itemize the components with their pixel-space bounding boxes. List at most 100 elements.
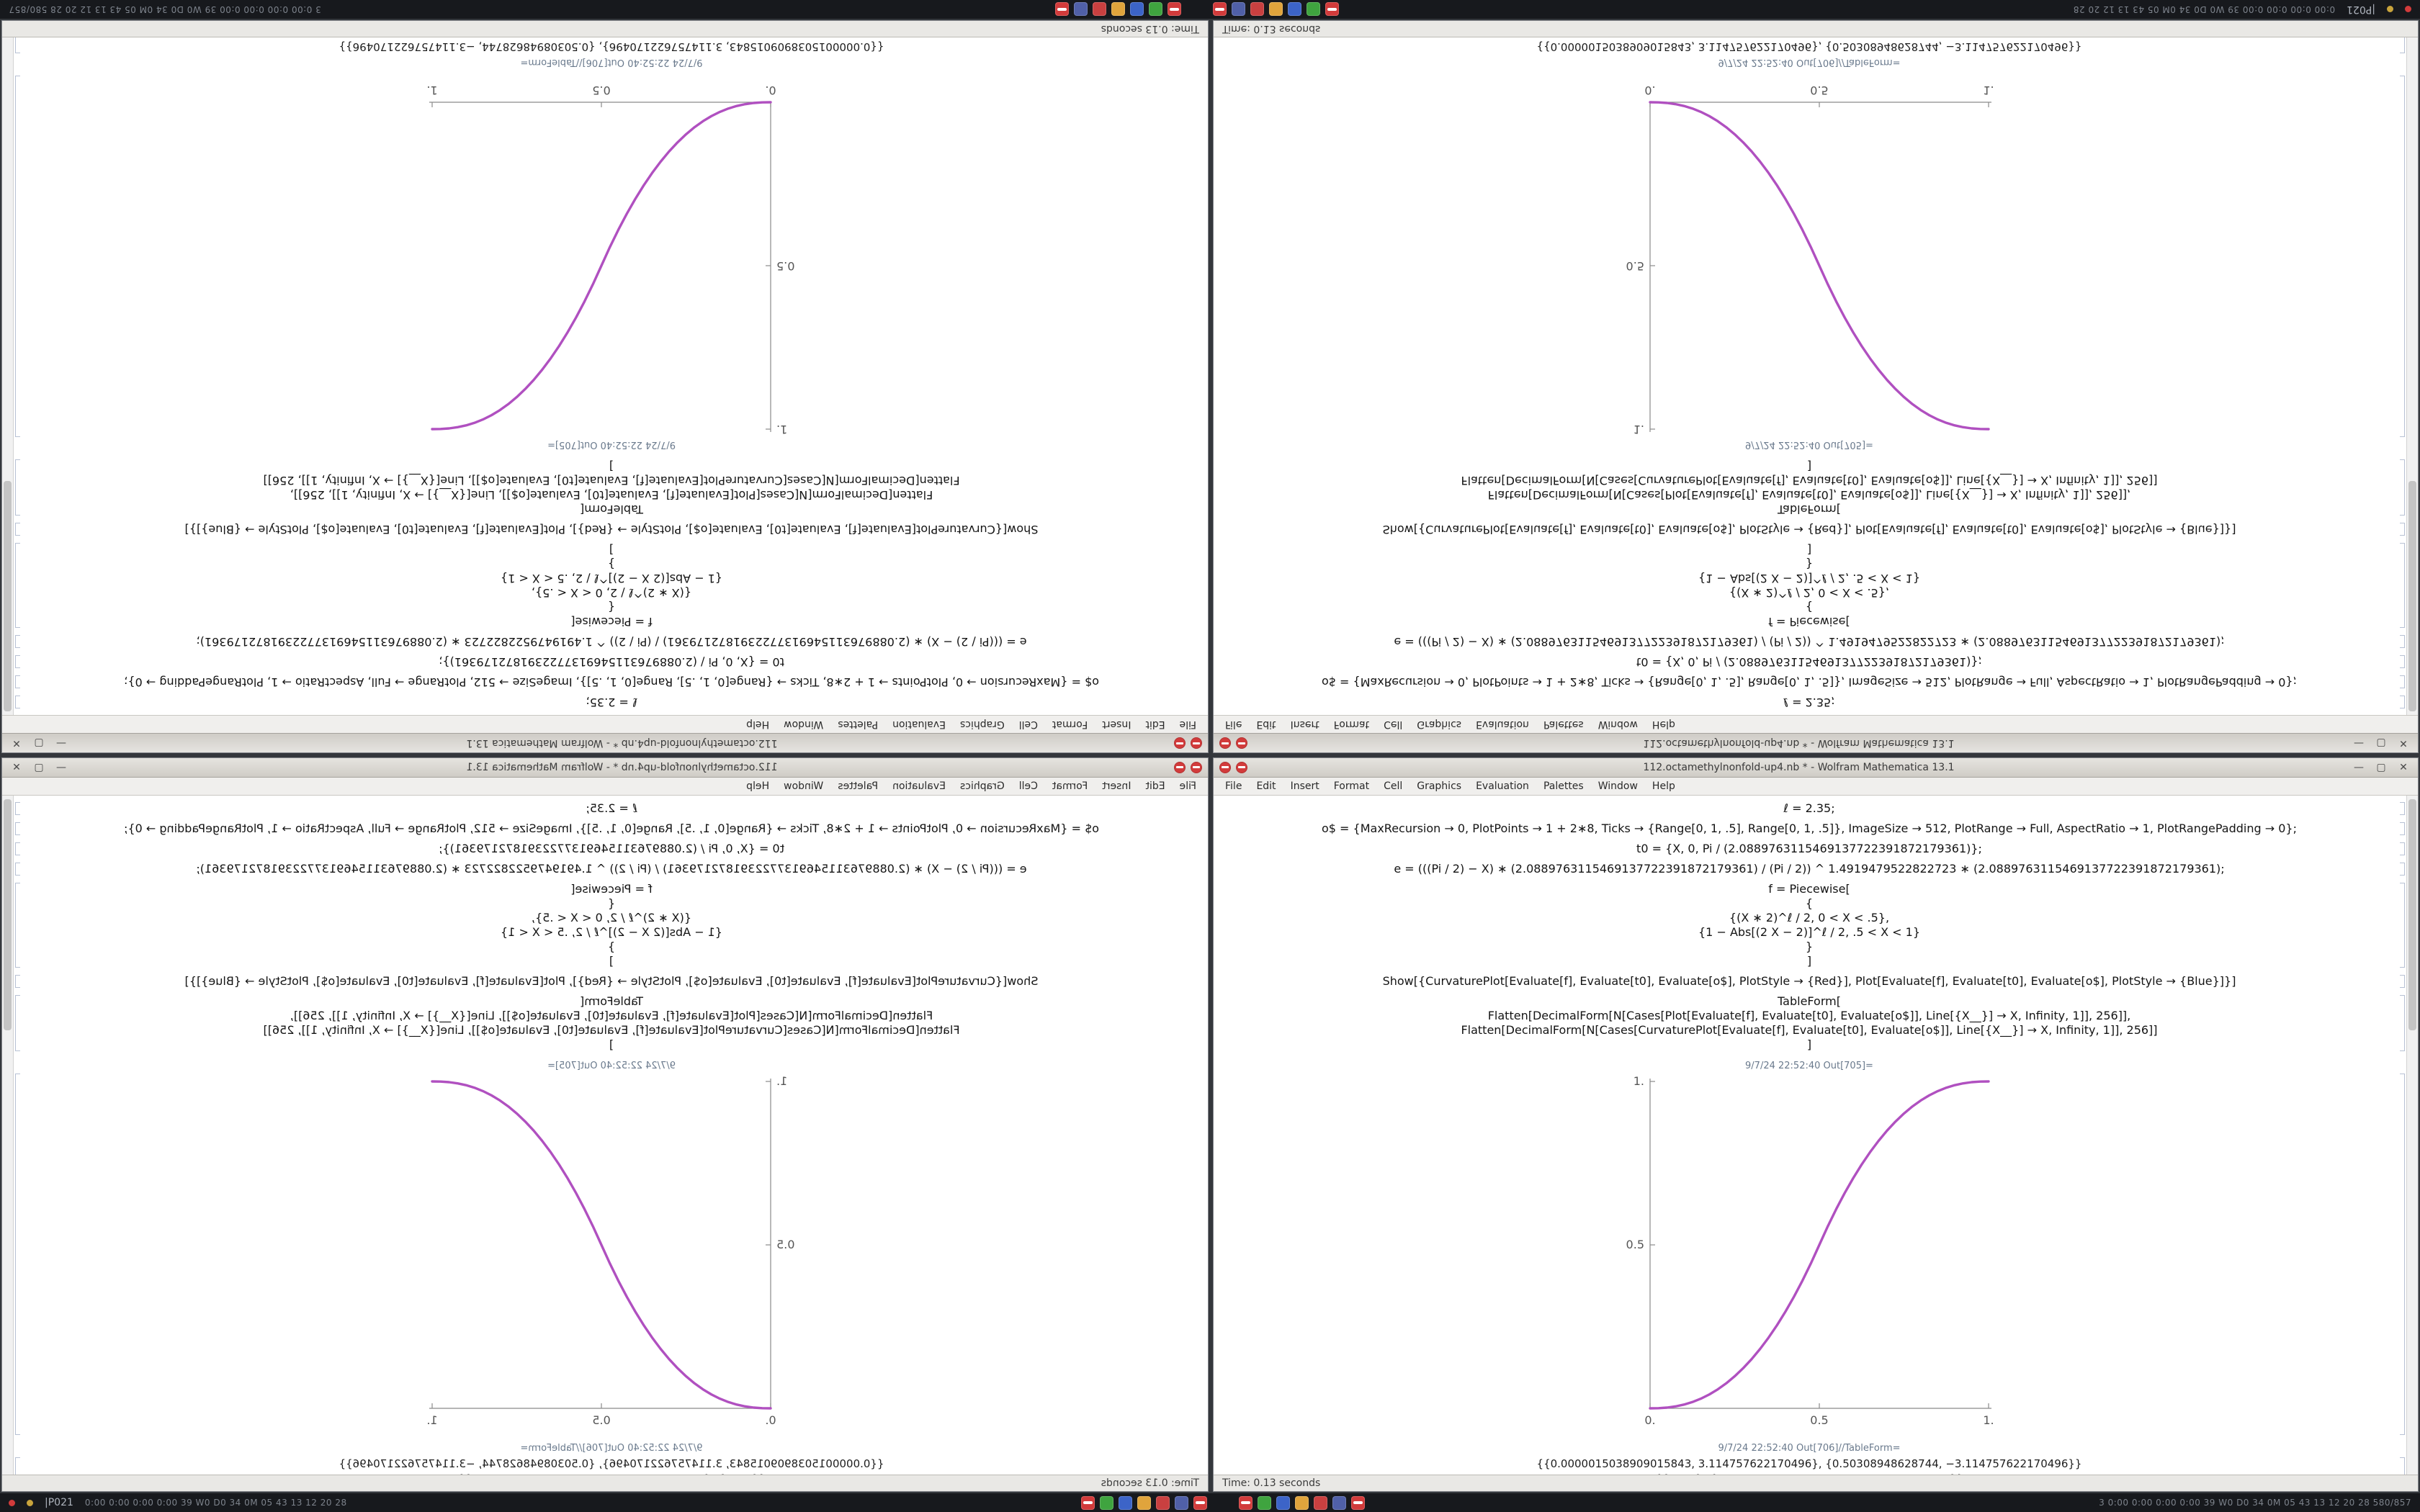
crimson-no-entry-icon[interactable] [1055, 2, 1070, 17]
close-button[interactable]: ✕ [12, 737, 21, 749]
orange-app-icon[interactable] [1111, 2, 1126, 17]
mathematica-window-top-right[interactable]: 112.octamethylnonfold-up4.nb * - Wolfram… [1213, 20, 2419, 753]
notebook-area[interactable]: ℓ = 2.35; o$ = {MaxRecursion → 0, PlotPoi… [2, 37, 1208, 715]
minimize-button[interactable]: — [2354, 737, 2364, 749]
input-cell[interactable]: ℓ = 2.35; [1234, 695, 2385, 709]
blue-app-icon[interactable] [1276, 1495, 1290, 1510]
input-cell[interactable]: ℓ = 2.35; [35, 695, 1188, 709]
no-entry-icon[interactable] [1238, 1495, 1252, 1510]
scrollbar-thumb[interactable] [4, 799, 12, 1030]
menu-window[interactable]: Window [1597, 719, 1638, 730]
input-cell[interactable]: t0 = {X, 0, Pi / (2.08897631154691377223… [35, 654, 1188, 669]
menu-edit[interactable]: Edit [1145, 719, 1165, 730]
menu-palettes[interactable]: Palettes [838, 780, 879, 792]
menu-file[interactable]: File [1179, 780, 1196, 792]
input-cell[interactable]: o$ = {MaxRecursion → 0, PlotPoints → 1 +… [35, 822, 1188, 836]
input-cell[interactable]: ℓ = 2.35; [35, 801, 1188, 816]
menu-edit[interactable]: Edit [1256, 719, 1276, 730]
minimize-button[interactable]: — [56, 737, 66, 749]
close-button[interactable]: ✕ [2399, 762, 2408, 773]
input-cell[interactable]: e = (((Pi / 2) − X) ∗ (2.088976311546913… [1234, 862, 2405, 876]
red-app-icon[interactable] [1313, 1495, 1327, 1510]
slate-app-icon[interactable] [1232, 2, 1246, 17]
input-cell[interactable]: o$ = {MaxRecursion → 0, PlotPoints → 1 +… [35, 675, 1188, 689]
green-app-icon[interactable] [1099, 1495, 1113, 1510]
input-cell[interactable]: t0 = {X, 0, Pi / (2.08897631154691377223… [35, 842, 1188, 856]
green-app-icon[interactable] [1257, 1495, 1271, 1510]
menu-insert[interactable]: Insert [1102, 719, 1131, 730]
window-titlebar[interactable]: 112.octamethylnonfold-up4.nb * - Wolfram… [2, 733, 1208, 752]
input-cell[interactable]: TableForm[Flatten[DecimalForm[N[Cases[Pl… [1234, 459, 2385, 516]
menu-format[interactable]: Format [1052, 780, 1088, 792]
menu-graphics[interactable]: Graphics [959, 780, 1005, 792]
menu-evaluation[interactable]: Evaluation [1476, 719, 1529, 730]
input-cell[interactable]: t0 = {X, 0, Pi / (2.08897631154691377223… [1234, 842, 2405, 856]
orange-app-icon[interactable] [1294, 1495, 1309, 1510]
input-cell[interactable]: TableForm[Flatten[DecimalForm[N[Cases[Pl… [35, 994, 1188, 1052]
scrollbar-thumb[interactable] [2408, 481, 2416, 711]
input-cell[interactable]: TableForm[Flatten[DecimalForm[N[Cases[Pl… [1234, 994, 2405, 1052]
menu-file[interactable]: File [1225, 719, 1242, 730]
menu-cell[interactable]: Cell [1018, 780, 1038, 792]
blue-app-icon[interactable] [1288, 2, 1302, 17]
vertical-scrollbar[interactable] [2406, 37, 2418, 715]
menu-palettes[interactable]: Palettes [838, 719, 879, 730]
close-button[interactable]: ✕ [12, 762, 21, 773]
menu-palettes[interactable]: Palettes [1543, 719, 1584, 730]
input-cell[interactable]: e = (((Pi / 2) − X) ∗ (2.088976311546913… [35, 634, 1188, 649]
menu-help[interactable]: Help [1652, 719, 1675, 730]
input-cell[interactable]: f = Piecewise[{{(X ∗ 2)^ℓ / 2, 0 < X < .… [35, 882, 1188, 968]
input-cell[interactable]: o$ = {MaxRecursion → 0, PlotPoints → 1 +… [1234, 675, 2385, 689]
menu-help[interactable]: Help [746, 780, 770, 792]
menu-window[interactable]: Window [1597, 780, 1638, 792]
input-cell[interactable]: Show[{CurvaturePlot[Evaluate[f], Evaluat… [35, 522, 1188, 536]
menu-help[interactable]: Help [746, 719, 770, 730]
input-cell[interactable]: f = Piecewise[{{(X ∗ 2)^ℓ / 2, 0 < X < .… [35, 542, 1188, 629]
menu-format[interactable]: Format [1333, 780, 1370, 792]
menu-window[interactable]: Window [784, 719, 824, 730]
minimize-button[interactable]: — [56, 762, 66, 773]
input-cell[interactable]: Show[{CurvaturePlot[Evaluate[f], Evaluat… [35, 974, 1188, 989]
maximize-button[interactable]: ▢ [34, 762, 44, 773]
menu-cell[interactable]: Cell [1384, 780, 1403, 792]
notebook-area[interactable]: ℓ = 2.35; o$ = {MaxRecursion → 0, PlotPoi… [1214, 37, 2418, 715]
menu-file[interactable]: File [1179, 719, 1196, 730]
no-entry-icon[interactable] [1168, 2, 1182, 17]
scrollbar-thumb[interactable] [2408, 799, 2416, 1030]
maximize-button[interactable]: ▢ [2376, 762, 2386, 773]
menu-edit[interactable]: Edit [1256, 780, 1276, 792]
orange-app-icon[interactable] [1269, 2, 1283, 17]
window-titlebar[interactable]: 112.octamethylnonfold-up4.nb * - Wolfram… [1214, 733, 2418, 752]
menu-edit[interactable]: Edit [1145, 780, 1165, 792]
green-app-icon[interactable] [1307, 2, 1321, 17]
menu-palettes[interactable]: Palettes [1543, 780, 1584, 792]
input-cell[interactable]: f = Piecewise[{{(X ∗ 2)^ℓ / 2, 0 < X < .… [1234, 542, 2385, 629]
menu-window[interactable]: Window [784, 780, 824, 792]
window-titlebar[interactable]: 112.octamethylnonfold-up4.nb * - Wolfram… [1214, 758, 2418, 778]
input-cell[interactable]: o$ = {MaxRecursion → 0, PlotPoints → 1 +… [1234, 822, 2405, 836]
crimson-no-entry-icon[interactable] [1350, 1495, 1365, 1510]
menu-insert[interactable]: Insert [1290, 719, 1319, 730]
mathematica-window-bottom-left[interactable]: 112.octamethylnonfold-up4.nb * - Wolfram… [1, 757, 1209, 1492]
no-entry-icon[interactable] [1325, 2, 1340, 17]
menu-graphics[interactable]: Graphics [959, 719, 1005, 730]
green-app-icon[interactable] [1149, 2, 1163, 17]
menu-evaluation[interactable]: Evaluation [1476, 780, 1529, 792]
menu-graphics[interactable]: Graphics [1417, 780, 1462, 792]
input-cell[interactable]: t0 = {X, 0, Pi / (2.08897631154691377223… [1234, 654, 2385, 669]
vertical-scrollbar[interactable] [2, 37, 14, 715]
slate-app-icon[interactable] [1332, 1495, 1346, 1510]
blue-app-icon[interactable] [1130, 2, 1144, 17]
menu-evaluation[interactable]: Evaluation [892, 780, 946, 792]
window-titlebar[interactable]: 112.octamethylnonfold-up4.nb * - Wolfram… [2, 758, 1208, 778]
menu-insert[interactable]: Insert [1102, 780, 1131, 792]
notebook-area[interactable]: ℓ = 2.35; o$ = {MaxRecursion → 0, PlotPoi… [1214, 796, 2418, 1475]
menu-format[interactable]: Format [1052, 719, 1088, 730]
crimson-no-entry-icon[interactable] [1193, 1495, 1207, 1510]
maximize-button[interactable]: ▢ [2376, 737, 2386, 749]
menu-cell[interactable]: Cell [1384, 719, 1403, 730]
input-cell[interactable]: Show[{CurvaturePlot[Evaluate[f], Evaluat… [1234, 974, 2405, 989]
input-cell[interactable]: TableForm[Flatten[DecimalForm[N[Cases[Pl… [35, 459, 1188, 516]
mathematica-window-bottom-right[interactable]: 112.octamethylnonfold-up4.nb * - Wolfram… [1213, 757, 2419, 1492]
scrollbar-thumb[interactable] [4, 481, 12, 711]
